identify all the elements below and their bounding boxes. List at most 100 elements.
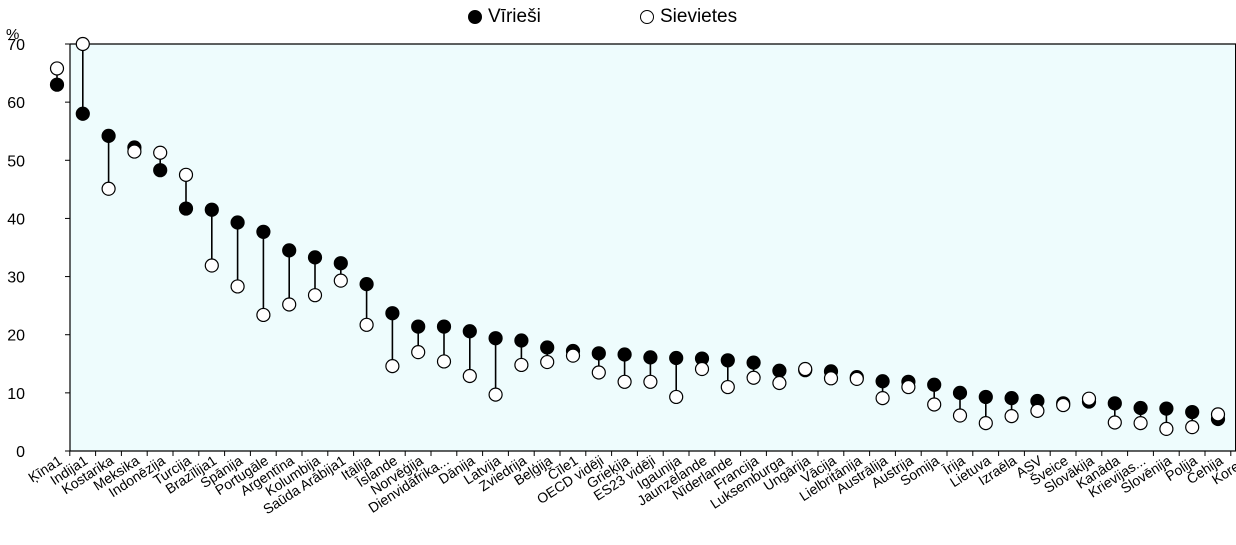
marker-men [1185, 404, 1200, 420]
marker-women [669, 389, 684, 405]
marker-women [385, 359, 400, 374]
marker-men [282, 243, 297, 258]
marker-men [875, 374, 890, 389]
marker-men [153, 163, 168, 178]
marker-men [230, 215, 245, 230]
marker-women [411, 345, 426, 360]
marker-women [1056, 397, 1071, 413]
legend-label-women: Sievietes [660, 6, 738, 27]
marker-women [849, 371, 864, 387]
marker-women [772, 375, 787, 391]
marker-women [823, 371, 839, 386]
data-markers [49, 36, 1226, 437]
marker-men [307, 250, 323, 265]
marker-women [540, 354, 555, 370]
marker-women [1133, 415, 1148, 431]
marker-men [1004, 390, 1019, 406]
marker-men [49, 77, 65, 92]
marker-men [669, 350, 684, 366]
marker-men [540, 340, 555, 355]
axes: 0 10 20 30 40 50 60 70 [7, 37, 1236, 461]
marker-women [1081, 391, 1097, 406]
marker-women [720, 379, 735, 395]
marker-women [101, 181, 116, 196]
marker-men [772, 363, 787, 378]
marker-men [1133, 400, 1148, 416]
marker-men [101, 128, 116, 143]
y-tick-label: 40 [7, 211, 25, 228]
legend-item-men: Vīrieši [468, 6, 541, 28]
marker-men [333, 256, 348, 271]
legend-item-women: Sievietes [640, 6, 737, 28]
marker-men [978, 389, 993, 405]
marker-men [1159, 401, 1174, 416]
marker-women [565, 348, 581, 363]
marker-women [694, 361, 710, 377]
y-tick-label: 70 [7, 37, 25, 54]
marker-men [1107, 396, 1122, 411]
x-tick-labels: Ķīna1Indija1KostarikaMeksikaIndonēzijaTu… [25, 452, 1236, 518]
marker-women [153, 145, 168, 160]
marker-women [436, 354, 452, 369]
marker-women [256, 307, 271, 323]
marker-men [746, 355, 761, 370]
marker-women [1107, 415, 1122, 430]
marker-men [591, 346, 606, 361]
legend-label-men: Vīrieši [488, 6, 541, 27]
filled-circle-icon [468, 10, 482, 24]
marker-women [798, 361, 813, 377]
marker-men [385, 306, 400, 321]
marker-women [230, 279, 245, 294]
y-tick-label: 30 [7, 270, 25, 287]
marker-women [952, 408, 968, 423]
marker-men [411, 319, 426, 334]
marker-women [901, 379, 916, 395]
marker-women [282, 297, 297, 312]
marker-women [746, 370, 761, 385]
hollow-circle-icon [640, 10, 654, 24]
marker-women [1159, 421, 1174, 437]
marker-men [256, 224, 271, 239]
marker-men [952, 385, 968, 400]
y-tick-label: 0 [16, 444, 25, 461]
marker-women [1185, 420, 1200, 435]
marker-women [643, 374, 658, 389]
marker-men [617, 347, 632, 362]
marker-women [617, 374, 632, 389]
marker-women [927, 397, 942, 412]
marker-women [462, 368, 477, 384]
marker-women [1210, 407, 1226, 422]
y-tick-label: 60 [7, 95, 25, 112]
marker-women [488, 387, 503, 402]
marker-women [49, 61, 65, 76]
marker-men [359, 277, 374, 292]
marker-women [978, 415, 993, 431]
y-tick-label: 10 [7, 386, 25, 403]
marker-women [178, 167, 194, 182]
marker-men [720, 353, 735, 368]
marker-men [643, 350, 658, 365]
unit-label: % [6, 26, 20, 43]
marker-women [127, 144, 142, 159]
marker-men [204, 202, 219, 217]
marker-women [875, 390, 890, 406]
marker-women [359, 317, 374, 332]
marker-men [75, 106, 90, 121]
marker-women [591, 365, 606, 380]
marker-women [1030, 403, 1045, 418]
y-tick-label: 50 [7, 153, 25, 170]
marker-women [514, 357, 529, 373]
marker-women [1004, 409, 1019, 424]
legend: Vīrieši Sievietes [0, 6, 1236, 36]
marker-men [514, 333, 529, 348]
marker-women [75, 36, 90, 52]
marker-men [462, 324, 477, 339]
marker-men [927, 377, 942, 392]
marker-women [307, 288, 323, 303]
marker-women [333, 273, 348, 288]
y-tick-label: 20 [7, 328, 25, 345]
marker-men [436, 319, 452, 334]
marker-men [178, 201, 194, 216]
plot-area [70, 44, 1236, 451]
